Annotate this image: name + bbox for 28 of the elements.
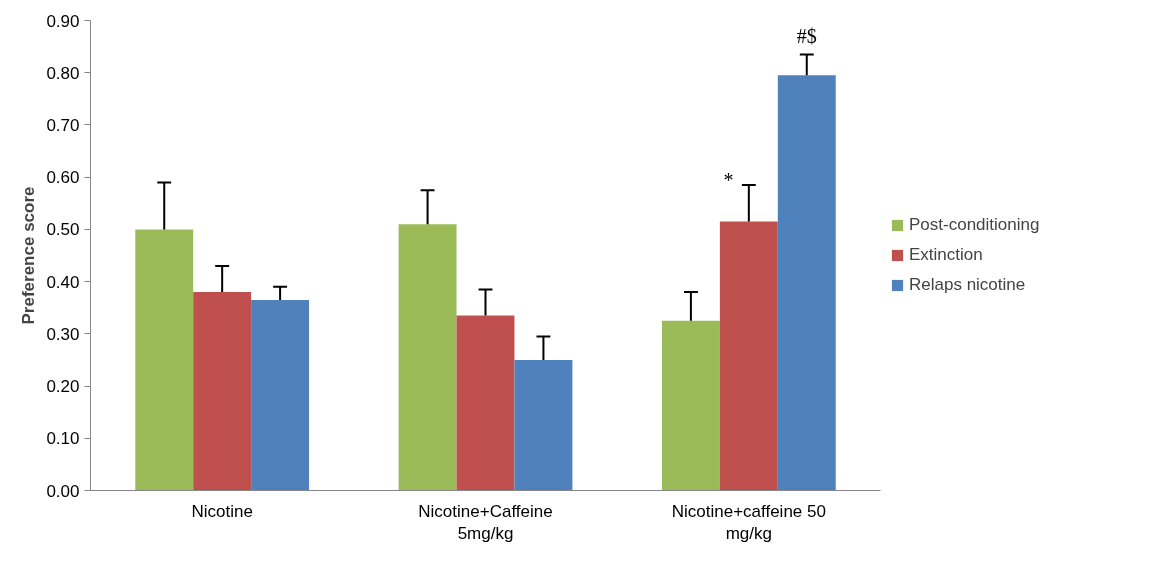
y-tick-label: 0.10 — [46, 429, 80, 449]
x-tick-label: Nicotine+caffeine 50 mg/kg — [671, 501, 826, 544]
bar — [661, 320, 720, 491]
y-tick-label: 0.60 — [46, 168, 80, 188]
bar — [398, 224, 457, 491]
bar — [719, 221, 778, 491]
y-tick-label: 0.40 — [46, 272, 80, 292]
y-tick-label: 0.90 — [46, 11, 80, 31]
x-tick-label: Nicotine — [191, 501, 253, 521]
bar — [251, 299, 310, 491]
y-tick-label: 0.70 — [46, 115, 80, 135]
y-tick-label: 0.80 — [46, 63, 80, 83]
bar — [135, 229, 194, 491]
x-tick-label: Nicotine+Caffeine 5mg/kg — [418, 501, 553, 544]
y-tick-label: 0.50 — [46, 220, 80, 240]
annotation: #$ — [796, 25, 817, 48]
y-tick-label: 0.30 — [46, 324, 80, 344]
y-tick-label: 0.00 — [46, 481, 80, 501]
bar — [514, 359, 573, 491]
bar — [456, 315, 515, 491]
annotation: * — [723, 168, 734, 191]
legend-label: Post-conditioning — [909, 215, 1040, 235]
legend-label: Relaps nicotine — [909, 275, 1026, 295]
y-axis-title: Preference score — [19, 186, 39, 325]
bar — [777, 75, 836, 491]
y-tick-label: 0.20 — [46, 377, 80, 397]
bar — [193, 292, 252, 491]
legend-label: Extinction — [909, 245, 983, 265]
